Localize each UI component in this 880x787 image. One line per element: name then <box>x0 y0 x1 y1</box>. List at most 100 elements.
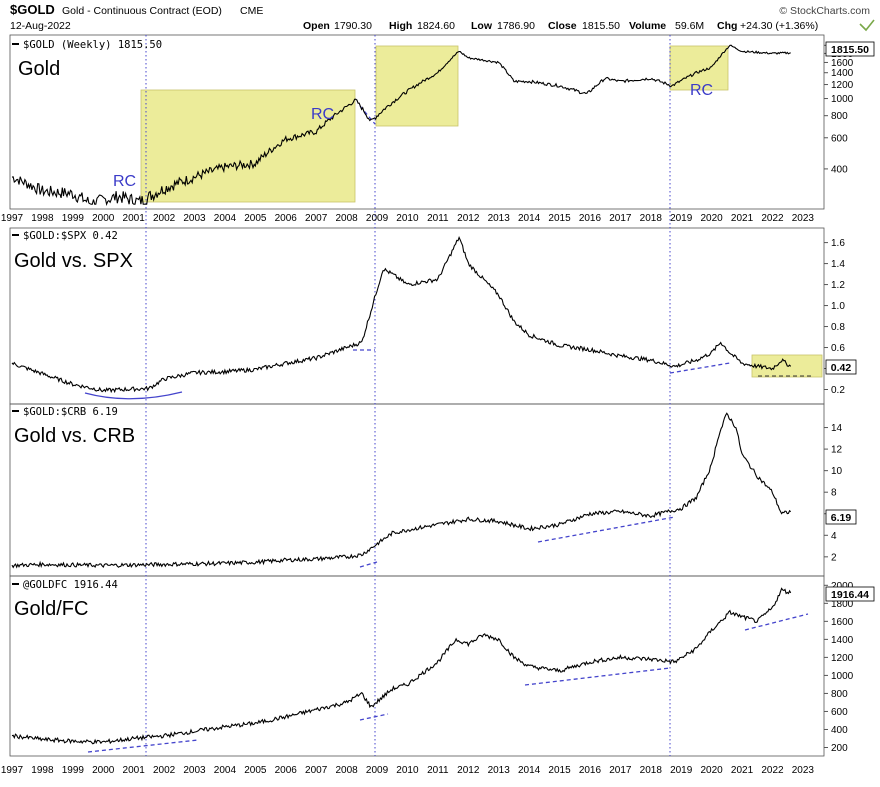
y-tick-label: 0.8 <box>831 322 845 333</box>
y-tick-label: 2 <box>831 552 837 563</box>
panel-title-goldfc: Gold/FC <box>14 598 88 620</box>
trend-crb-2014 <box>537 516 676 543</box>
y-tick-label: 14 <box>831 423 843 434</box>
header-ticker: $GOLD <box>10 2 55 17</box>
x-tick-label: 2017 <box>609 213 632 224</box>
y-tick-label: 1600 <box>831 617 854 628</box>
y-tick-label: 1400 <box>831 635 854 646</box>
badge-crb-box <box>825 509 857 525</box>
x-tick-label: 2011 <box>427 765 449 776</box>
y-tick-label: 1200 <box>831 653 854 664</box>
x-tick-label: 2009 <box>366 213 389 224</box>
highlight-boxes <box>140 45 823 378</box>
y-tick-label: 800 <box>831 689 848 700</box>
rc-annotation-2019: RC <box>690 82 713 99</box>
y-tick-label: 1.4 <box>831 259 845 270</box>
y-tick-label: 1.0 <box>831 301 845 312</box>
x-tick-label: 2003 <box>183 213 206 224</box>
trend-lines <box>84 105 812 753</box>
y-tick-label: 400 <box>831 164 848 175</box>
highlight-2009-2011 <box>375 45 459 127</box>
x-tick-label: 2014 <box>518 765 541 776</box>
trend-fc-base <box>87 739 199 753</box>
x-tick-label: 2022 <box>761 213 784 224</box>
panel-labels: $GOLD (Weekly) 1815.50 Gold $GOLD:$SPX 0… <box>12 39 162 620</box>
legend-goldfc: @GOLDFC 1916.44 <box>23 579 118 591</box>
x-tick-label: 2020 <box>700 765 723 776</box>
y-tick-label: 10 <box>831 466 843 477</box>
x-tick-label: 2001 <box>123 765 146 776</box>
x-tick-label: 2013 <box>488 765 511 776</box>
x-tick-label: 2022 <box>761 765 784 776</box>
x-tick-label: 2014 <box>518 213 541 224</box>
trend-fc-2014 <box>524 667 671 686</box>
x-tick-label: 1997 <box>1 765 24 776</box>
y-tick-label: 8 <box>831 488 837 499</box>
x-tick-label: 2000 <box>92 765 115 776</box>
trend-fc-2009 <box>359 713 389 721</box>
header-exchange: CME <box>240 5 263 17</box>
x-tick-label: 2008 <box>335 765 358 776</box>
x-tick-label: 2004 <box>214 765 237 776</box>
y-tick-label: 1000 <box>831 94 854 105</box>
badge-crb: 6.19 <box>831 512 852 524</box>
x-tick-label: 2002 <box>153 213 176 224</box>
x-tick-label: 2011 <box>427 213 449 224</box>
chg-value: +24.30 (+1.36%) <box>740 20 818 32</box>
series-group <box>11 44 792 745</box>
y-tick-label: 1200 <box>831 80 854 91</box>
panel-title-spx: Gold vs. SPX <box>14 250 133 272</box>
x-tick-label: 2000 <box>92 213 115 224</box>
x-axes: 1997 1998 1999 2000 2001 2002 2003 2004 2005 2006… <box>1 213 815 776</box>
x-tick-label: 2012 <box>457 765 480 776</box>
trend-fc-2021 <box>744 613 809 631</box>
x-tick-label: 2003 <box>183 765 206 776</box>
y-axes: 4006008001000120014001600180020000.20.40… <box>824 41 854 754</box>
y-tick-label: 600 <box>831 133 848 144</box>
close-label: Close <box>548 20 577 32</box>
close-value: 1815.50 <box>582 20 620 32</box>
x-tick-label: 2006 <box>275 765 298 776</box>
x-tick-label: 2019 <box>670 213 693 224</box>
x-tick-label: 1999 <box>62 765 85 776</box>
series-gold-vs-spx <box>11 236 792 394</box>
x-tick-label: 2007 <box>305 213 328 224</box>
legend-gold: $GOLD (Weekly) 1815.50 <box>23 39 162 51</box>
y-tick-label: 400 <box>831 725 848 736</box>
y-tick-label: 4 <box>831 531 837 542</box>
x-tick-label: 2001 <box>123 213 146 224</box>
trend-crb-2008 <box>359 561 378 568</box>
x-tick-label: 2008 <box>335 213 358 224</box>
badge-spx: 0.42 <box>831 362 852 374</box>
y-tick-label: 1000 <box>831 671 854 682</box>
x-tick-label: 1998 <box>31 765 54 776</box>
high-value: 1824.60 <box>417 20 455 32</box>
high-label: High <box>389 20 412 32</box>
stockcharts-brand: © StockCharts.com <box>779 5 870 17</box>
x-tick-label: 2021 <box>731 765 754 776</box>
y-tick-label: 800 <box>831 111 848 122</box>
trend-spx-2019 <box>669 362 731 374</box>
x-tick-label: 2023 <box>792 213 815 224</box>
y-tick-label: 0.2 <box>831 385 845 396</box>
panel-goldfc-frame <box>9 575 825 757</box>
y-tick-label: 2000 <box>831 581 854 592</box>
badge-gold-box <box>825 41 875 57</box>
trend-check-icon <box>859 19 875 32</box>
x-tick-label: 2009 <box>366 765 389 776</box>
vertical-markers <box>145 35 671 756</box>
low-value: 1786.90 <box>497 20 535 32</box>
x-tick-label: 2018 <box>640 765 663 776</box>
y-tick-label: 1800 <box>831 599 854 610</box>
x-tick-label: 2012 <box>457 213 480 224</box>
x-tick-label: 2005 <box>244 213 267 224</box>
x-tick-label: 2004 <box>214 213 237 224</box>
series-gold-fc <box>11 587 792 745</box>
rc-annotations: RC RC RC <box>113 82 713 190</box>
x-tick-label: 2015 <box>548 213 571 224</box>
volume-value: 59.6M <box>675 20 704 32</box>
x-tick-label: 2007 <box>305 765 328 776</box>
y-tick-label: 12 <box>831 445 843 456</box>
